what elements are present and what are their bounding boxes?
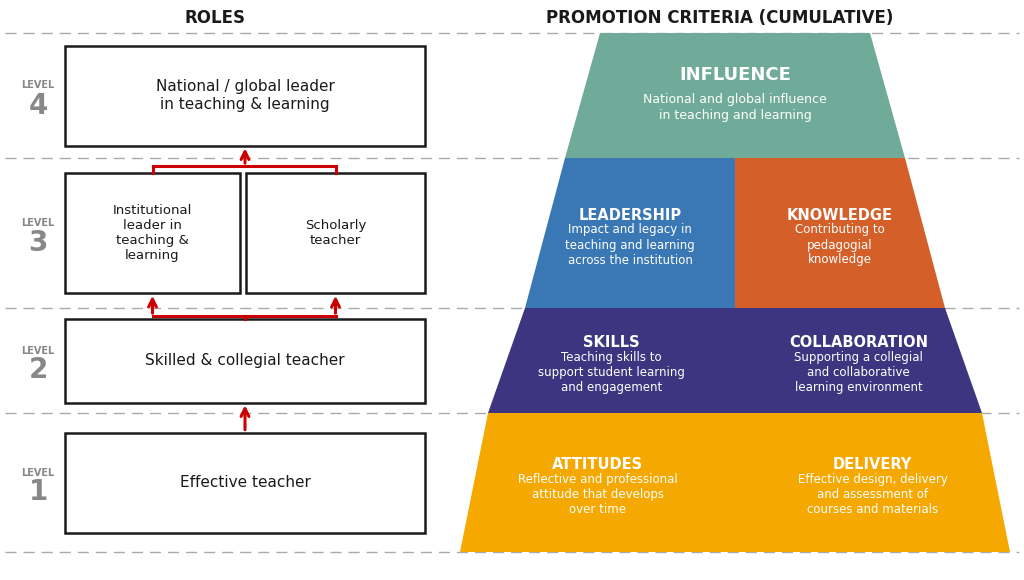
Text: Reflective and professional
attitude that develops
over time: Reflective and professional attitude tha… (517, 473, 677, 516)
Text: DELIVERY: DELIVERY (833, 457, 912, 472)
Text: INFLUENCE: INFLUENCE (679, 67, 791, 85)
Text: National and global influence
in teaching and learning: National and global influence in teachin… (643, 93, 826, 121)
Bar (65, 318, 425, 403)
Text: Supporting a collegial
and collaborative
learning environment: Supporting a collegial and collaborative… (794, 351, 923, 394)
Text: ATTITUDES: ATTITUDES (552, 457, 643, 472)
Text: Effective design, delivery
and assessment of
courses and materials: Effective design, delivery and assessmen… (798, 473, 947, 516)
Bar (65, 45, 425, 146)
Text: KNOWLEDGE: KNOWLEDGE (787, 208, 893, 223)
Text: Impact and legacy in
teaching and learning
across the institution: Impact and legacy in teaching and learni… (565, 223, 695, 266)
Text: Skilled & collegial teacher: Skilled & collegial teacher (145, 353, 345, 368)
Text: 4: 4 (29, 92, 48, 119)
Polygon shape (525, 158, 735, 308)
Text: PROMOTION CRITERIA (CUMULATIVE): PROMOTION CRITERIA (CUMULATIVE) (547, 9, 894, 27)
Polygon shape (735, 308, 982, 413)
Polygon shape (488, 308, 735, 413)
Text: Effective teacher: Effective teacher (179, 475, 310, 490)
Text: Scholarly
teacher: Scholarly teacher (305, 219, 367, 247)
Polygon shape (565, 33, 905, 158)
Polygon shape (735, 413, 1010, 552)
Text: Contributing to
pedagogial
knowledge: Contributing to pedagogial knowledge (795, 223, 885, 266)
Polygon shape (460, 413, 735, 552)
Text: Institutional
leader in
teaching &
learning: Institutional leader in teaching & learn… (113, 204, 193, 262)
Text: LEVEL: LEVEL (22, 218, 54, 228)
Bar (65, 433, 425, 532)
Text: SKILLS: SKILLS (584, 335, 640, 350)
Text: National / global leader
in teaching & learning: National / global leader in teaching & l… (156, 79, 335, 112)
Text: LEVEL: LEVEL (22, 467, 54, 477)
Text: 2: 2 (29, 357, 48, 385)
Text: 1: 1 (29, 478, 48, 506)
Text: COLLABORATION: COLLABORATION (790, 335, 928, 350)
Text: 3: 3 (29, 229, 48, 257)
Text: LEVEL: LEVEL (22, 346, 54, 356)
Text: LEADERSHIP: LEADERSHIP (579, 208, 682, 223)
Text: LEVEL: LEVEL (22, 81, 54, 90)
Polygon shape (735, 158, 945, 308)
Text: ROLES: ROLES (184, 9, 246, 27)
Bar (246, 173, 425, 293)
Text: Teaching skills to
support student learning
and engagement: Teaching skills to support student learn… (538, 351, 685, 394)
Bar (65, 173, 240, 293)
